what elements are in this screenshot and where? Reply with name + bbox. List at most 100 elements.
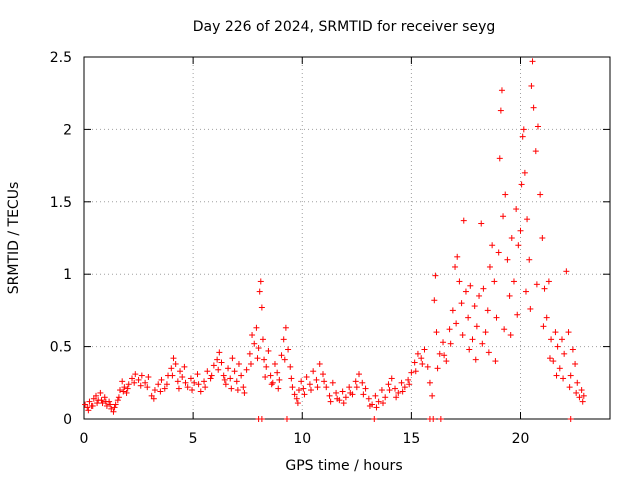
data-point	[240, 384, 247, 391]
data-point	[401, 384, 408, 391]
data-point	[578, 387, 585, 394]
data-point	[93, 392, 100, 399]
data-point	[137, 382, 144, 389]
data-point	[473, 323, 480, 330]
data-point	[119, 378, 126, 385]
data-point	[117, 387, 124, 394]
data-point	[269, 379, 276, 386]
y-tick-label: 1	[63, 267, 72, 283]
data-point	[580, 392, 587, 399]
data-point	[459, 332, 466, 339]
data-point	[469, 336, 476, 343]
data-point	[352, 378, 359, 385]
data-point	[262, 374, 269, 381]
data-point	[170, 355, 177, 362]
data-point	[298, 378, 305, 385]
data-point	[554, 343, 561, 350]
data-point	[412, 368, 419, 375]
data-point	[426, 379, 433, 386]
data-point	[579, 398, 586, 405]
data-point	[288, 375, 295, 382]
y-tick-label: 2	[63, 122, 72, 138]
y-axis-label: SRMTID / TECUs	[6, 182, 22, 295]
data-point	[89, 402, 96, 409]
data-point	[255, 345, 262, 352]
data-point	[353, 384, 360, 391]
data-point	[406, 381, 413, 388]
data-point	[107, 401, 114, 408]
data-point	[227, 375, 234, 382]
x-axis-label: GPS time / hours	[285, 458, 402, 474]
data-point	[479, 340, 486, 347]
data-point	[169, 372, 176, 379]
data-point	[283, 416, 290, 422]
data-point	[172, 360, 179, 367]
data-point	[441, 352, 448, 359]
data-point	[510, 278, 517, 285]
data-point	[191, 379, 198, 386]
data-point	[480, 285, 487, 292]
data-point	[101, 394, 108, 401]
data-point	[492, 358, 499, 365]
data-point	[573, 389, 580, 396]
data-point	[453, 320, 460, 327]
data-point	[521, 169, 528, 176]
data-point	[534, 123, 541, 130]
data-point	[84, 404, 91, 411]
data-point	[179, 374, 186, 381]
data-point	[174, 378, 181, 385]
data-point	[326, 392, 333, 399]
data-point	[378, 387, 385, 394]
data-point	[214, 356, 221, 363]
data-point	[282, 324, 289, 331]
data-point	[524, 216, 531, 223]
data-point	[527, 305, 534, 312]
data-point	[460, 217, 467, 224]
data-point	[569, 346, 576, 353]
data-point	[278, 352, 285, 359]
data-point	[158, 376, 165, 383]
data-point	[257, 278, 264, 285]
data-point	[99, 400, 106, 407]
data-point	[432, 272, 439, 279]
data-point	[256, 288, 263, 295]
data-point	[144, 384, 151, 391]
data-point	[247, 360, 254, 367]
data-point	[274, 369, 281, 376]
data-point	[508, 235, 515, 241]
data-point	[495, 249, 502, 256]
data-point	[111, 404, 118, 411]
data-point	[225, 365, 232, 372]
data-point	[285, 346, 292, 353]
data-point	[471, 303, 478, 310]
data-point	[303, 374, 310, 381]
data-point	[321, 378, 328, 385]
data-point	[526, 256, 533, 263]
data-point	[120, 388, 127, 395]
data-point	[484, 307, 491, 314]
data-point	[528, 82, 535, 89]
data-point	[399, 388, 406, 395]
data-point	[456, 278, 463, 285]
data-point	[86, 398, 93, 405]
data-point	[522, 288, 529, 295]
data-point	[371, 416, 378, 422]
data-point	[233, 378, 240, 385]
data-point	[259, 336, 266, 343]
data-point	[517, 227, 524, 234]
data-point	[486, 263, 493, 270]
data-point	[465, 314, 472, 321]
data-point	[545, 278, 552, 285]
data-point	[145, 374, 152, 381]
data-point	[177, 368, 184, 375]
data-point	[142, 379, 149, 386]
data-point	[539, 235, 546, 241]
data-points	[82, 58, 587, 422]
y-tick-label: 2.5	[50, 50, 72, 66]
data-point	[431, 297, 438, 304]
data-point	[329, 379, 336, 386]
data-point	[253, 324, 260, 331]
data-point	[319, 371, 326, 378]
data-point	[405, 376, 412, 383]
